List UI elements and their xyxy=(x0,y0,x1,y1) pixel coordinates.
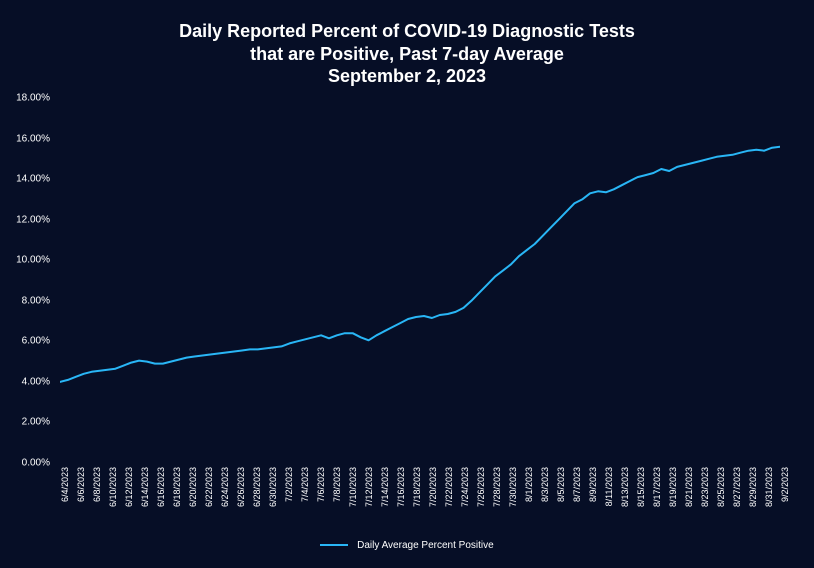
x-tick-label: 8/21/2023 xyxy=(684,467,694,507)
x-tick-label: 7/24/2023 xyxy=(460,467,470,507)
x-tick-label: 8/7/2023 xyxy=(572,467,582,502)
y-axis: 0.00%2.00%4.00%6.00%8.00%10.00%12.00%14.… xyxy=(0,98,60,463)
x-tick-label: 6/20/2023 xyxy=(188,467,198,507)
x-tick-label: 7/10/2023 xyxy=(348,467,358,507)
y-tick-label: 10.00% xyxy=(8,255,50,266)
x-tick-label: 7/26/2023 xyxy=(476,467,486,507)
chart-container: Daily Reported Percent of COVID-19 Diagn… xyxy=(0,0,814,568)
x-tick-label: 8/17/2023 xyxy=(652,467,662,507)
x-tick-label: 7/6/2023 xyxy=(316,467,326,502)
x-tick-label: 6/14/2023 xyxy=(140,467,150,507)
plot-area xyxy=(60,98,780,463)
x-tick-label: 8/13/2023 xyxy=(620,467,630,507)
x-tick-label: 6/28/2023 xyxy=(252,467,262,507)
x-tick-label: 7/28/2023 xyxy=(492,467,502,507)
y-tick-label: 18.00% xyxy=(8,93,50,104)
x-tick-label: 9/2/2023 xyxy=(780,467,790,502)
x-tick-label: 6/26/2023 xyxy=(236,467,246,507)
x-tick-label: 7/30/2023 xyxy=(508,467,518,507)
x-tick-label: 6/6/2023 xyxy=(76,467,86,502)
x-tick-label: 7/12/2023 xyxy=(364,467,374,507)
x-tick-label: 8/9/2023 xyxy=(588,467,598,502)
x-tick-label: 7/2/2023 xyxy=(284,467,294,502)
x-tick-label: 8/25/2023 xyxy=(716,467,726,507)
x-tick-label: 7/4/2023 xyxy=(300,467,310,502)
x-tick-label: 8/29/2023 xyxy=(748,467,758,507)
legend-label: Daily Average Percent Positive xyxy=(357,540,494,551)
x-tick-label: 6/22/2023 xyxy=(204,467,214,507)
chart-title: Daily Reported Percent of COVID-19 Diagn… xyxy=(0,20,814,88)
x-tick-label: 8/19/2023 xyxy=(668,467,678,507)
x-tick-label: 8/23/2023 xyxy=(700,467,710,507)
x-tick-label: 8/5/2023 xyxy=(556,467,566,502)
y-tick-label: 8.00% xyxy=(8,295,50,306)
x-tick-label: 8/27/2023 xyxy=(732,467,742,507)
x-tick-label: 7/20/2023 xyxy=(428,467,438,507)
chart-legend: Daily Average Percent Positive xyxy=(0,540,814,551)
y-tick-label: 16.00% xyxy=(8,133,50,144)
x-tick-label: 8/1/2023 xyxy=(524,467,534,502)
y-tick-label: 0.00% xyxy=(8,458,50,469)
x-tick-label: 7/14/2023 xyxy=(380,467,390,507)
title-line-3: September 2, 2023 xyxy=(328,66,486,86)
y-tick-label: 6.00% xyxy=(8,336,50,347)
x-tick-label: 8/15/2023 xyxy=(636,467,646,507)
legend-swatch xyxy=(320,544,348,546)
line-series xyxy=(60,98,780,463)
title-line-1: Daily Reported Percent of COVID-19 Diagn… xyxy=(179,21,635,41)
x-tick-label: 6/16/2023 xyxy=(156,467,166,507)
y-tick-label: 2.00% xyxy=(8,417,50,428)
x-tick-label: 6/18/2023 xyxy=(172,467,182,507)
x-tick-label: 6/24/2023 xyxy=(220,467,230,507)
x-tick-label: 8/31/2023 xyxy=(764,467,774,507)
y-tick-label: 4.00% xyxy=(8,376,50,387)
x-tick-label: 6/10/2023 xyxy=(108,467,118,507)
x-tick-label: 8/11/2023 xyxy=(604,467,614,506)
title-line-2: that are Positive, Past 7-day Average xyxy=(250,44,564,64)
x-tick-label: 8/3/2023 xyxy=(540,467,550,502)
x-tick-label: 7/22/2023 xyxy=(444,467,454,507)
x-tick-label: 7/16/2023 xyxy=(396,467,406,507)
x-tick-label: 6/12/2023 xyxy=(124,467,134,507)
x-tick-label: 6/30/2023 xyxy=(268,467,278,507)
x-tick-label: 6/4/2023 xyxy=(60,467,70,502)
x-tick-label: 7/18/2023 xyxy=(412,467,422,507)
x-tick-label: 7/8/2023 xyxy=(332,467,342,502)
x-axis: 6/4/2023 6/6/2023 6/8/2023 6/10/2023 6/12/20… xyxy=(60,467,780,537)
y-tick-label: 12.00% xyxy=(8,214,50,225)
y-tick-label: 14.00% xyxy=(8,174,50,185)
x-tick-label: 6/8/2023 xyxy=(92,467,102,502)
